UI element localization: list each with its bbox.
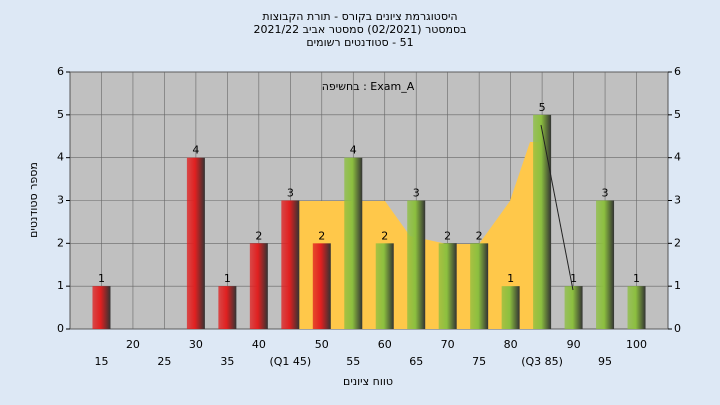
y2-tick-label: 4	[674, 151, 681, 164]
x-tick-label: 35	[220, 355, 234, 368]
chart-title: היסטוגרמת ציונים בקורס - תורת הקבוצות	[262, 10, 457, 23]
x-tick-label: (Q1 45)	[269, 355, 311, 368]
bar	[533, 114, 552, 329]
y-tick-label: 5	[57, 108, 64, 121]
bar	[281, 200, 300, 329]
trend-line	[540, 124, 574, 291]
y-tick-label: 2	[57, 236, 64, 249]
x-tick-label: 40	[252, 338, 266, 351]
data-label: 1	[633, 272, 640, 285]
x-axis-label: טווח ציונים	[343, 375, 393, 388]
y2-tick-label: 2	[674, 236, 681, 249]
x-tick-label: 50	[315, 338, 329, 351]
x-tick-label: 30	[189, 338, 203, 351]
y-tick-label: 6	[57, 65, 64, 78]
bar	[470, 243, 489, 329]
y-tick-label: 1	[57, 279, 64, 292]
data-label: 2	[476, 229, 483, 242]
x-tick-label: 95	[598, 355, 612, 368]
bar	[407, 200, 426, 329]
x-tick-label: 60	[378, 338, 392, 351]
y2-tick-label: 6	[674, 65, 681, 78]
y-tick-label: 0	[57, 322, 64, 335]
data-label: 2	[255, 229, 262, 242]
y-tick-label: 3	[57, 194, 64, 207]
data-label: 3	[413, 187, 420, 200]
x-tick-label: 75	[472, 355, 486, 368]
bar	[344, 157, 363, 329]
data-label: 3	[602, 187, 609, 200]
bar	[501, 286, 520, 329]
data-label: 5	[539, 101, 546, 114]
data-label: 3	[287, 187, 294, 200]
bar	[564, 286, 583, 329]
y2-tick-label: 3	[674, 194, 681, 207]
x-tick-label: (Q3 85)	[521, 355, 563, 368]
bar	[218, 286, 237, 329]
bar	[438, 243, 457, 329]
bar	[312, 243, 331, 329]
x-tick-label: 25	[157, 355, 171, 368]
bar	[92, 286, 111, 329]
bar	[186, 157, 205, 329]
x-tick-label: 100	[626, 338, 647, 351]
x-tick-label: 15	[94, 355, 108, 368]
data-label: 1	[98, 272, 105, 285]
data-label: 2	[381, 229, 388, 242]
y2-tick-label: 0	[674, 322, 681, 335]
data-label: 4	[192, 144, 199, 157]
data-label: 1	[570, 272, 577, 285]
data-label: 1	[507, 272, 514, 285]
annotation: בחשיפה : Exam_A	[322, 80, 415, 93]
data-label: 2	[444, 229, 451, 242]
chart-subtitle: בסמסטר (02/2021) סמסטר אביב 2021/22	[253, 23, 466, 36]
x-tick-label: 55	[346, 355, 360, 368]
bar	[375, 243, 394, 329]
y-tick-label: 4	[57, 151, 64, 164]
bar	[596, 200, 615, 329]
data-label: 2	[318, 229, 325, 242]
y2-tick-label: 5	[674, 108, 681, 121]
data-label: 4	[350, 144, 357, 157]
bars: 1 4 1 2 3 2 4 2 3 2 2 1 5 1 3 1	[92, 101, 646, 329]
x-tick-label: 90	[567, 338, 581, 351]
chart-subtitle: 51 - סטודנטים רשומים	[306, 36, 413, 49]
x-tick-label: 20	[126, 338, 140, 351]
x-tick-label: 65	[409, 355, 423, 368]
y2-tick-label: 1	[674, 279, 681, 292]
bar	[249, 243, 268, 329]
data-label: 1	[224, 272, 231, 285]
bar	[627, 286, 646, 329]
y-axis-label: מספר סטודנטים	[27, 162, 40, 238]
x-tick-label: 70	[441, 338, 455, 351]
x-tick-label: 80	[504, 338, 518, 351]
